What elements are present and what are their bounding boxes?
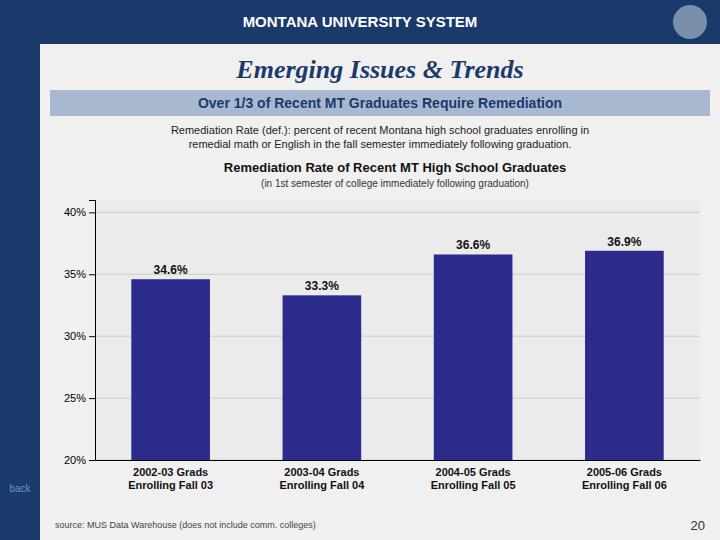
x-tick: 2005-06 GradsEnrolling Fall 06 <box>582 466 667 491</box>
y-tick-mark <box>89 460 95 461</box>
data-label: 36.6% <box>456 238 490 252</box>
y-tick: 40% <box>64 206 95 218</box>
x-tick-label-line: Enrolling Fall 03 <box>128 479 213 491</box>
subtitle-bar <box>50 90 710 116</box>
x-tick-label-line: Enrolling Fall 06 <box>582 479 667 491</box>
y-axis-line <box>89 201 96 461</box>
data-label: 33.3% <box>305 279 339 293</box>
y-tick-label: 40% <box>64 206 86 218</box>
data-label: 36.9% <box>607 235 641 249</box>
y-tick-label: 30% <box>64 330 86 342</box>
chart: 34.6% 33.3% 36.6% 36.9% 20% 25% 30% 35% 40% 2002-… <box>64 200 701 491</box>
x-tick: 2003-04 GradsEnrolling Fall 04 <box>279 466 365 491</box>
y-tick-label: 25% <box>64 392 86 404</box>
x-tick-label: 2004-05 GradsEnrolling Fall 05 <box>431 466 516 491</box>
body-text: remedial math or English in the fall sem… <box>189 138 572 150</box>
y-tick-mark <box>89 274 95 275</box>
bar <box>434 254 513 460</box>
bar <box>585 251 664 460</box>
y-axis: 20% 25% 30% 35% 40% <box>64 201 96 467</box>
x-tick-label-line: 2003-04 Grads <box>284 466 359 478</box>
x-tick-label-line: 2005-06 Grads <box>587 466 662 478</box>
slide-background <box>0 0 720 540</box>
header-text: MONTANA UNIVERSITY SYSTEM <box>243 13 478 30</box>
logo <box>673 5 707 39</box>
back-link: back <box>9 483 31 494</box>
x-tick-label-line: 2002-03 Grads <box>133 466 208 478</box>
x-tick-label: 2003-04 GradsEnrolling Fall 04 <box>279 466 365 491</box>
bars <box>131 251 663 460</box>
x-tick-label-line: Enrolling Fall 04 <box>279 479 365 491</box>
left-strip <box>0 0 40 540</box>
x-tick-label: 2002-03 GradsEnrolling Fall 03 <box>128 466 213 491</box>
x-tick-label: 2005-06 GradsEnrolling Fall 06 <box>582 466 667 491</box>
x-tick: 2004-05 GradsEnrolling Fall 05 <box>431 466 516 491</box>
y-tick-mark <box>89 336 95 337</box>
x-tick-label-line: Enrolling Fall 05 <box>431 479 516 491</box>
data-label: 34.6% <box>154 263 188 277</box>
y-tick-mark <box>89 398 95 399</box>
header-bar <box>40 0 720 44</box>
plot-background <box>95 200 700 460</box>
grid-line <box>95 212 700 213</box>
x-tick-label-line: 2004-05 Grads <box>436 466 511 478</box>
subtitle: Over 1/3 of Recent MT Graduates Require … <box>198 95 562 111</box>
y-tick-mark <box>89 212 95 213</box>
y-tick: 25% <box>64 392 95 404</box>
source: source: MUS Data Warehouse (does not inc… <box>55 520 316 530</box>
y-tick: 30% <box>64 330 95 342</box>
x-axis-line <box>96 460 701 461</box>
y-tick: 20% <box>64 454 95 466</box>
bar <box>131 279 210 460</box>
chart-title: Remediation Rate of Recent MT High Schoo… <box>224 160 566 175</box>
grid <box>95 212 700 460</box>
chart-subtitle: (in 1st semester of college immediately … <box>261 178 529 189</box>
slide: back MONTANA UNIVERSITY SYSTEM Emerging Is… <box>0 0 720 540</box>
y-tick-label: 20% <box>64 454 86 466</box>
page-number: 20 <box>691 518 705 533</box>
data-labels: 34.6% 33.3% 36.6% 36.9% <box>154 235 642 294</box>
y-tick-label: 35% <box>64 268 86 280</box>
body-text: Remediation Rate (def.): percent of rece… <box>171 124 589 136</box>
x-tick: 2002-03 GradsEnrolling Fall 03 <box>128 466 213 491</box>
bar <box>283 295 362 460</box>
x-axis: 2002-03 GradsEnrolling Fall 03 2003-04 Gr… <box>96 461 701 492</box>
title: Emerging Issues & Trends <box>235 55 523 84</box>
y-tick: 35% <box>64 268 95 280</box>
